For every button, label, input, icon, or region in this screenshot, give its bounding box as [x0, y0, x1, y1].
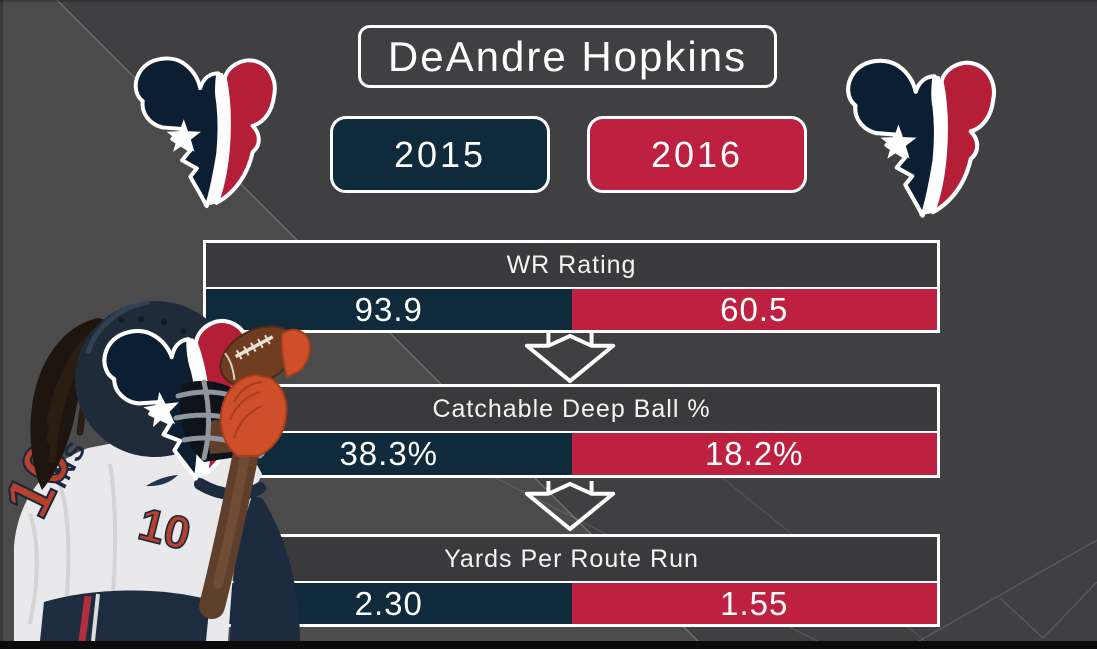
bottom-edge-bar — [0, 641, 1097, 649]
texans-logo-icon — [840, 54, 1012, 226]
stat-value-2016: 18.2% — [571, 433, 937, 475]
stat-value-2016: 1.55 — [571, 583, 937, 624]
page-title: DeAndre Hopkins — [358, 25, 777, 88]
stat-row-catchable-deep-ball: Catchable Deep Ball % 38.3% 18.2% — [203, 384, 940, 478]
stat-row-wr-rating: WR Rating 93.9 60.5 — [203, 240, 940, 333]
legend-season-2016: 2016 — [587, 116, 807, 193]
legend-season-2015: 2015 — [330, 116, 550, 193]
player-name: DeAndre Hopkins — [387, 32, 748, 80]
down-arrow-icon — [522, 333, 618, 384]
stat-value-2015: 38.3% — [206, 433, 572, 475]
stat-label: Catchable Deep Ball % — [206, 387, 937, 431]
player-photo: INS 10 10 — [0, 299, 311, 641]
stat-label: Yards Per Route Run — [206, 537, 937, 581]
legend-2015-label: 2015 — [393, 133, 487, 175]
svg-text:10: 10 — [134, 497, 196, 560]
stat-row-yards-per-route-run: Yards Per Route Run 2.30 1.55 — [203, 534, 940, 627]
legend-2016-label: 2016 — [650, 133, 744, 175]
down-arrow-icon — [522, 481, 618, 532]
stat-value-2016: 60.5 — [571, 289, 937, 330]
stat-label: WR Rating — [206, 243, 937, 287]
stat-value-2015: 93.9 — [206, 289, 572, 330]
texans-logo-icon — [128, 52, 292, 216]
